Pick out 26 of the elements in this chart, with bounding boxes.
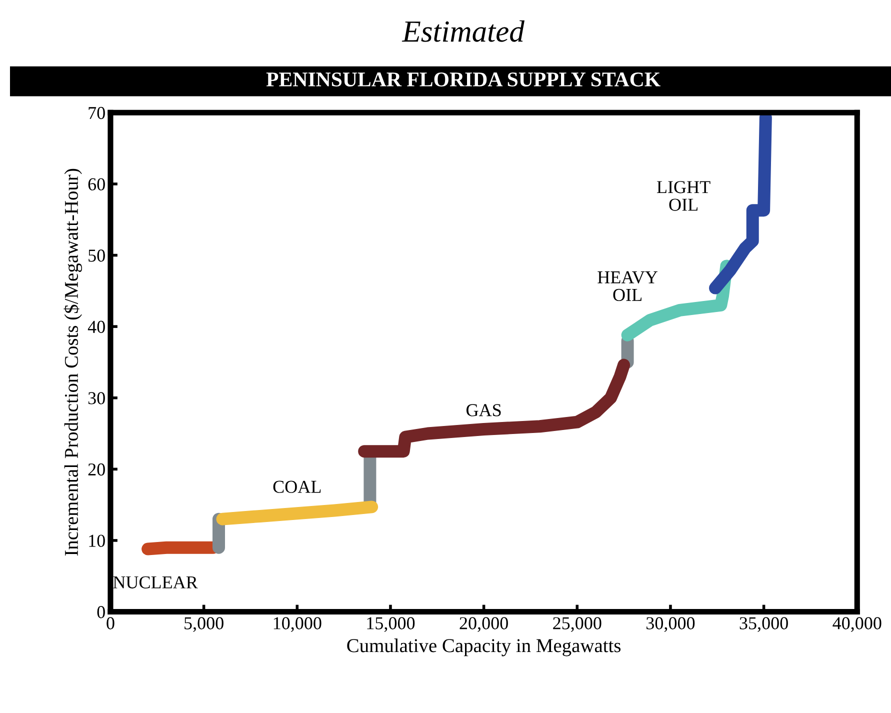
y-tick-label: 70 [88,106,105,120]
chart-subtitle: Estimated [402,20,524,42]
y-tick-label: 50 [88,250,105,262]
y-tick-label: 0 [97,606,105,618]
x-tick-label: 35,000 [740,617,788,632]
series-label: HEAVY OIL [598,271,658,302]
series-label: COAL [273,480,321,493]
y-tick-label: 30 [88,392,105,404]
x-tick-label: 25,000 [553,617,602,632]
y-tick-label: 40 [88,320,105,333]
y-tick-label: 10 [89,534,105,547]
x-tick-label: 0 [106,617,114,630]
x-tick-label: 20,000 [460,617,508,632]
series-label: GAS [466,404,501,416]
y-tick-label: 20 [88,463,105,476]
series-label: NUCLEAR [113,576,198,588]
x-tick-label: 30,000 [646,617,695,632]
chart-title: PENINSULAR FLORIDA SUPPLY STACK [266,72,660,86]
x-tick-label: 5,000 [184,617,224,632]
y-axis-title: Incremental Production Costs ($/Megawatt-Hour) [64,168,82,556]
x-tick-label: 15,000 [367,617,415,632]
text: LIGHT OIL [656,181,710,211]
x-tick-label: 40,000 [832,617,882,632]
x-tick-label: 10,000 [274,617,322,632]
y-tick-label: 60 [88,178,105,190]
x-axis-title: Cumulative Capacity in Megawatts [347,638,621,656]
